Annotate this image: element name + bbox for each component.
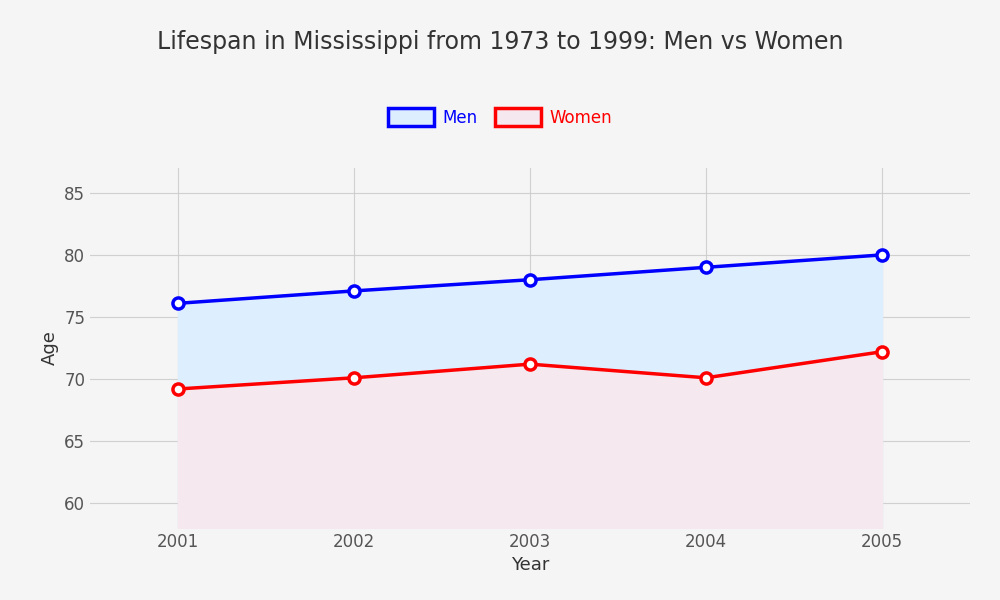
Y-axis label: Age: Age [41, 331, 59, 365]
Text: Lifespan in Mississippi from 1973 to 1999: Men vs Women: Lifespan in Mississippi from 1973 to 199… [157, 30, 843, 54]
X-axis label: Year: Year [511, 556, 549, 574]
Legend: Men, Women: Men, Women [381, 101, 619, 133]
